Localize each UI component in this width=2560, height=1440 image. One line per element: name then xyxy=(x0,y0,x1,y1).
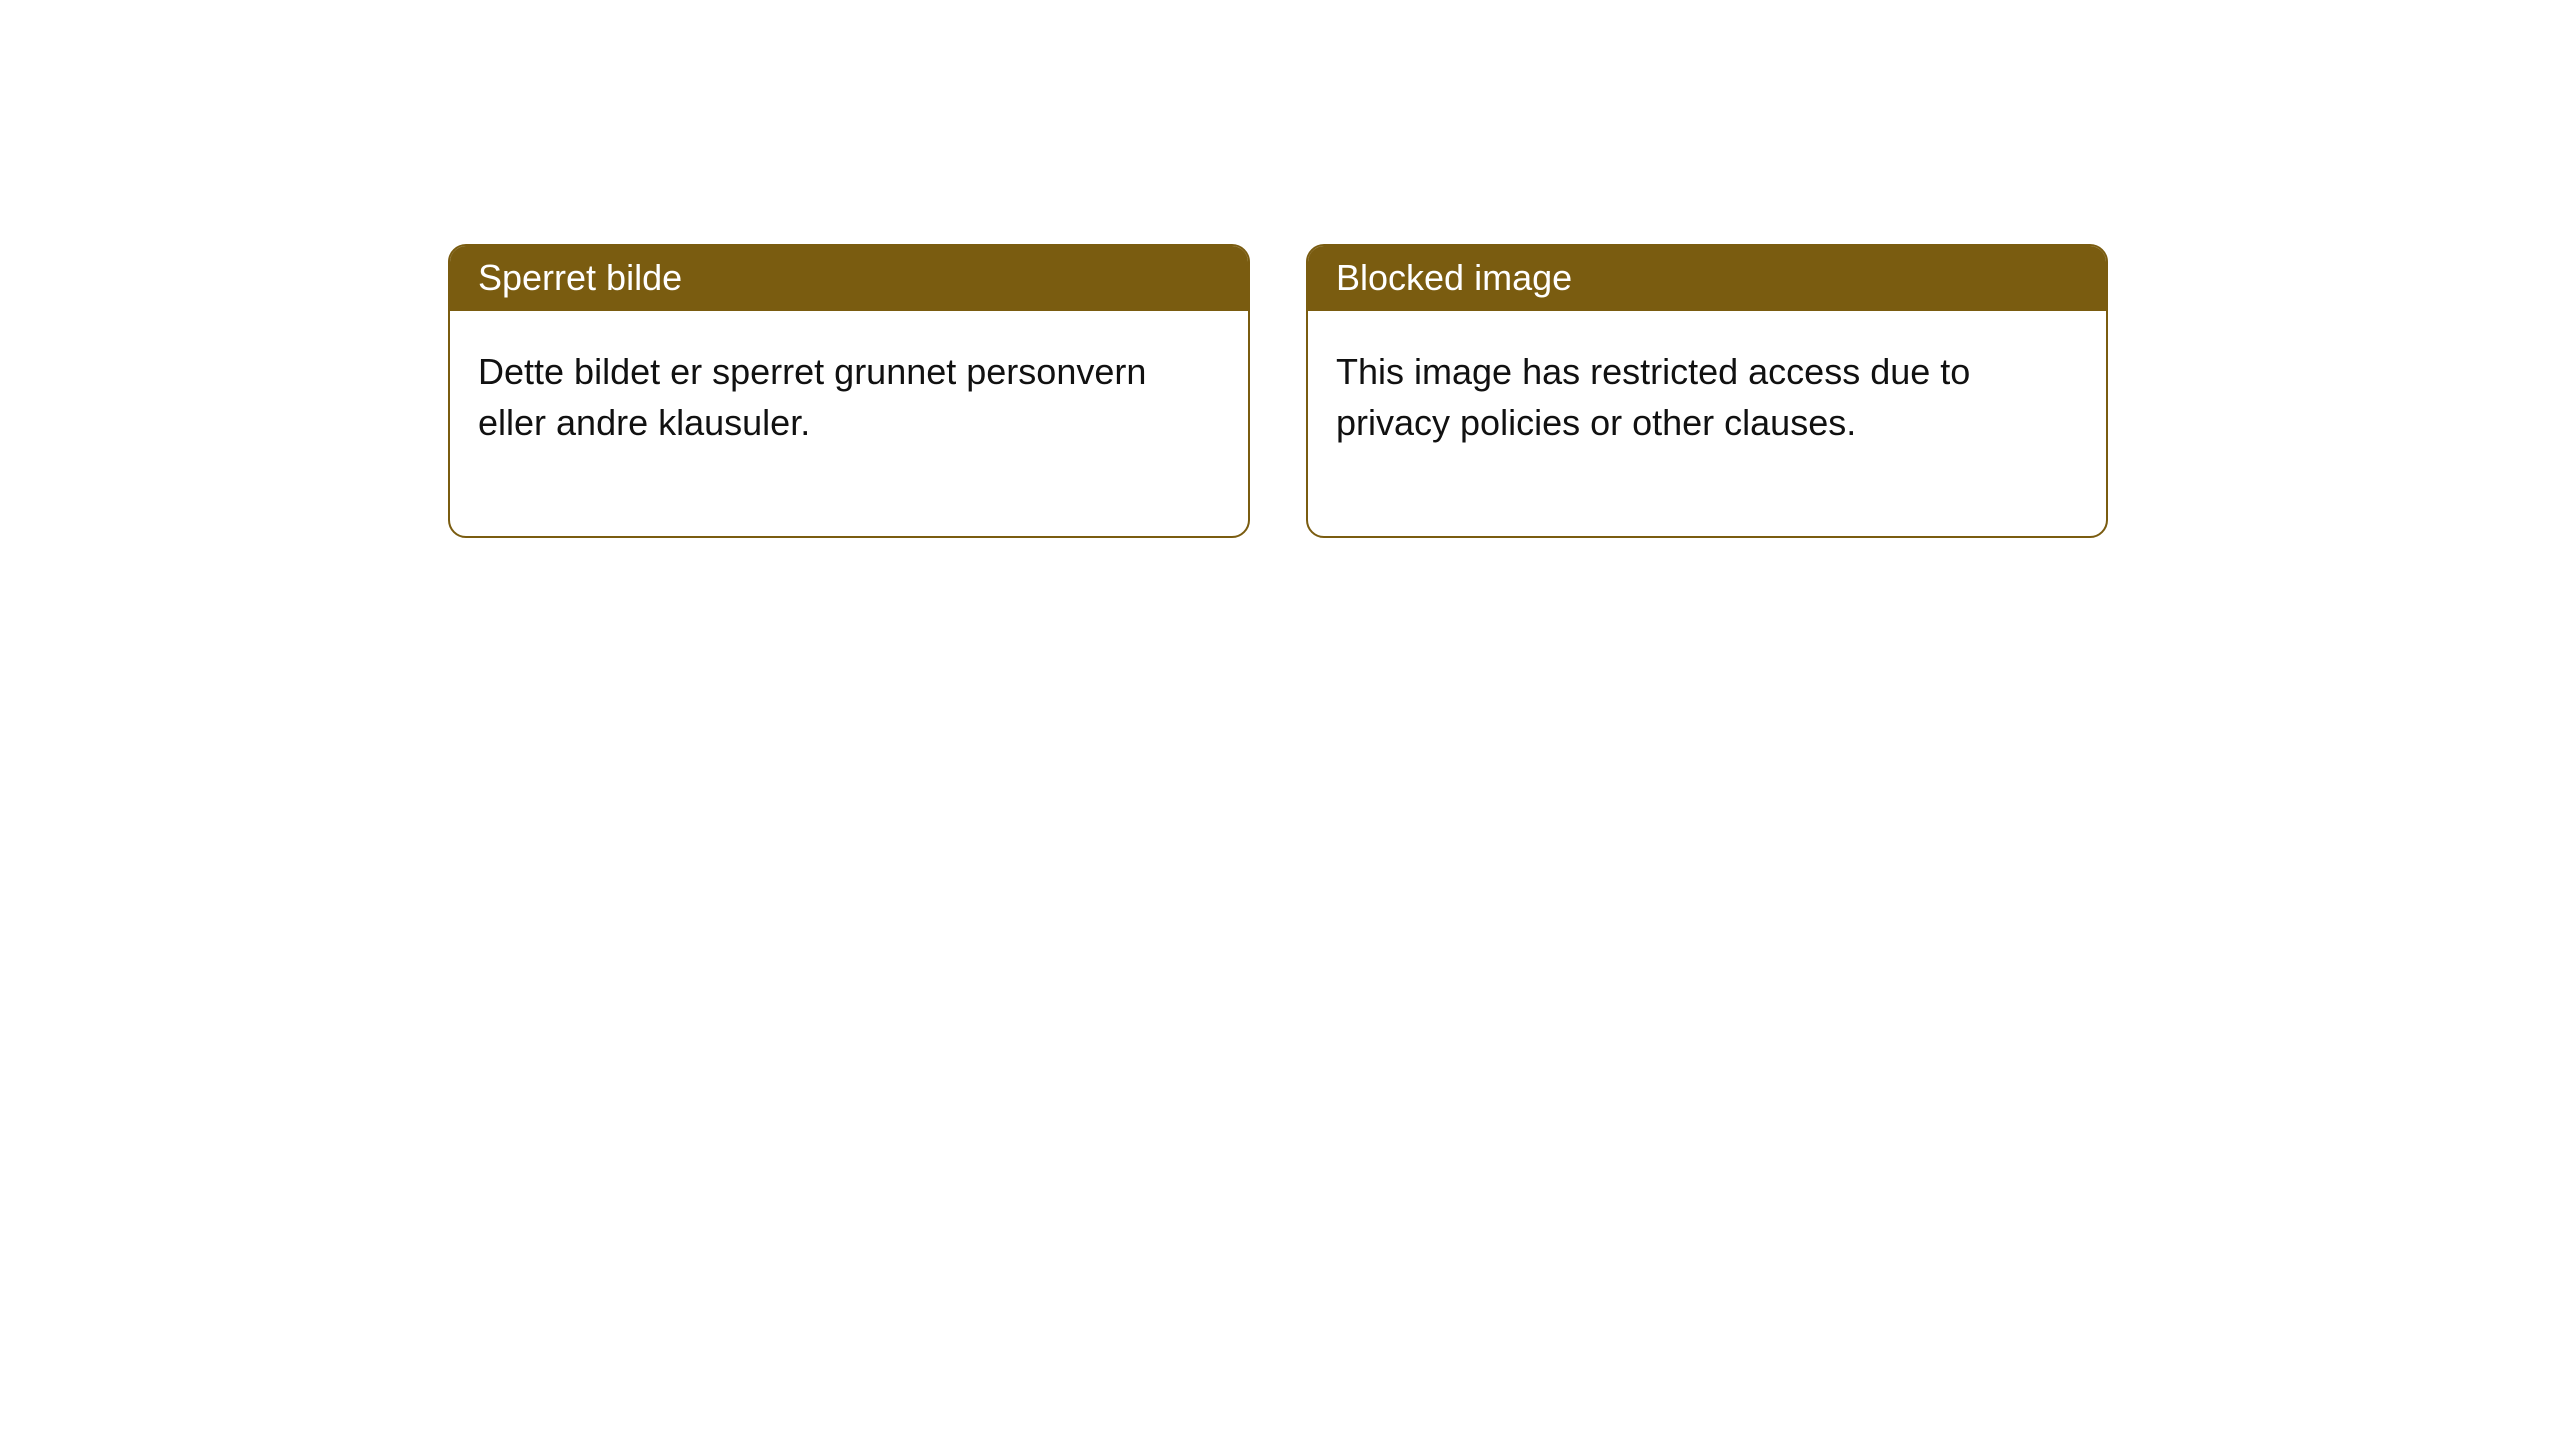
notice-title-no: Sperret bilde xyxy=(450,246,1248,311)
notice-body-no: Dette bildet er sperret grunnet personve… xyxy=(450,311,1248,536)
notice-title-en: Blocked image xyxy=(1308,246,2106,311)
notice-card-no: Sperret bilde Dette bildet er sperret gr… xyxy=(448,244,1250,538)
notice-container: Sperret bilde Dette bildet er sperret gr… xyxy=(0,0,2560,538)
notice-body-en: This image has restricted access due to … xyxy=(1308,311,2106,536)
notice-card-en: Blocked image This image has restricted … xyxy=(1306,244,2108,538)
